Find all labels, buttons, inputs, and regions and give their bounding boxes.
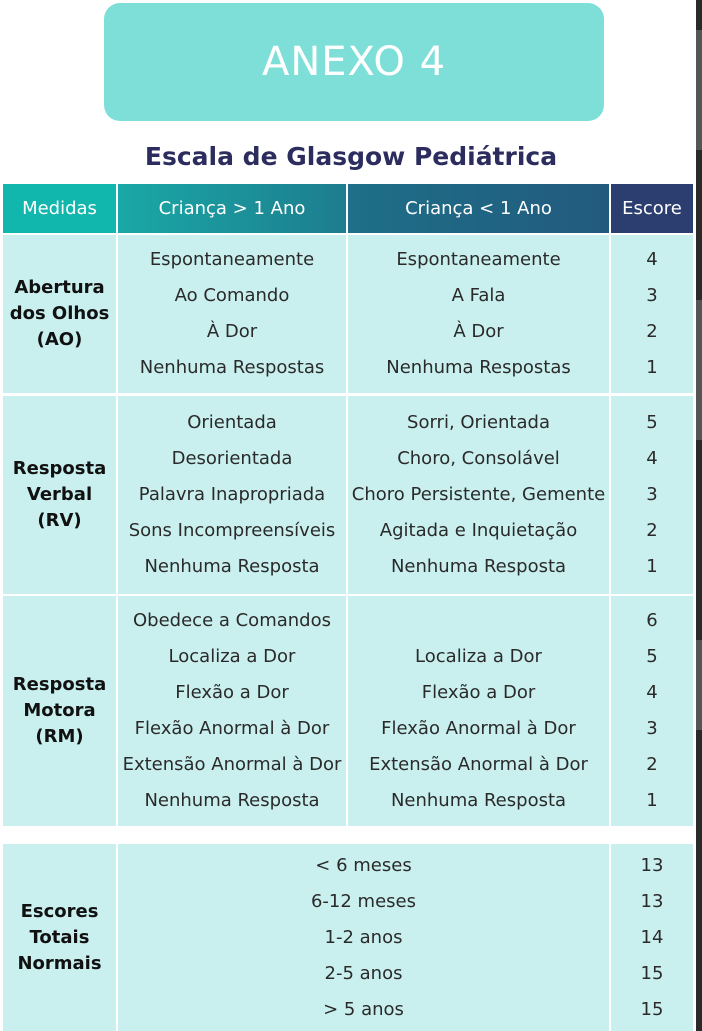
table-cell: Espontaneamente xyxy=(396,249,561,270)
annex-banner: ANEXO 4 xyxy=(104,3,604,121)
label-line: Verbal xyxy=(26,484,93,505)
window-edge xyxy=(696,0,702,1031)
section-label-ao: Abertura dos Olhos (AO) xyxy=(3,235,116,393)
score-cell: 15 xyxy=(640,999,664,1020)
table-cell: Flexão a Dor xyxy=(421,682,536,703)
table-cell: 2-5 anos xyxy=(324,963,403,984)
score-cell: 4 xyxy=(646,682,658,703)
label-line: Resposta xyxy=(12,458,107,479)
section-label-rv: Resposta Verbal (RV) xyxy=(3,396,116,594)
table-cell: Desorientada xyxy=(171,448,293,469)
ao-crianca-menor: Espontaneamente A Fala À Dor Nenhuma Res… xyxy=(348,235,609,393)
annex-title: ANEXO 4 xyxy=(261,39,447,85)
rm-crianca-maior: Obedece a Comandos Localiza a Dor Flexão… xyxy=(118,596,346,826)
ao-crianca-maior: Espontaneamente Ao Comando À Dor Nenhuma… xyxy=(118,235,346,393)
score-cell: 4 xyxy=(646,448,658,469)
table-cell: Choro Persistente, Gemente xyxy=(351,484,606,505)
page-title: Escala de Glasgow Pediátrica xyxy=(144,142,558,171)
rv-crianca-maior: Orientada Desorientada Palavra Inapropri… xyxy=(118,396,346,594)
table-cell: Nenhuma Resposta xyxy=(144,556,320,577)
rm-escore: 6 5 4 3 2 1 xyxy=(611,596,693,826)
header-escore: Escore xyxy=(611,184,693,233)
table-cell: Agitada e Inquietação xyxy=(379,520,578,541)
score-cell: 6 xyxy=(646,610,658,631)
score-cell: 1 xyxy=(646,357,658,378)
score-cell: 1 xyxy=(646,556,658,577)
header-medidas: Medidas xyxy=(3,184,116,233)
label-line: Escores xyxy=(20,900,99,922)
table-cell: Sons Incompreensíveis xyxy=(128,520,336,541)
score-cell: 15 xyxy=(640,963,664,984)
table-cell: > 5 anos xyxy=(323,999,404,1020)
section-label-rm: Resposta Motora (RM) xyxy=(3,596,116,826)
score-cell: 13 xyxy=(640,855,664,876)
table-cell: Flexão Anormal à Dor xyxy=(134,718,330,739)
table-cell: Choro, Consolável xyxy=(397,448,560,469)
table-cell: Nenhuma Resposta xyxy=(390,556,567,577)
score-cell: 5 xyxy=(646,646,658,667)
score-cell: 5 xyxy=(646,412,658,433)
totais-idades: < 6 meses 6-12 meses 1-2 anos 2-5 anos >… xyxy=(118,844,609,1031)
score-cell: 1 xyxy=(646,790,658,811)
ao-escore: 4 3 2 1 xyxy=(611,235,693,393)
score-cell: 3 xyxy=(646,718,658,739)
table-cell: Localiza a Dor xyxy=(168,646,296,667)
label-line: Resposta xyxy=(12,674,107,695)
table-cell: Extensão Anormal à Dor xyxy=(122,754,342,775)
score-cell: 3 xyxy=(646,285,658,306)
header-crianca-maior-1-ano: Criança > 1 Ano xyxy=(118,184,346,233)
table-cell: Palavra Inapropriada xyxy=(138,484,326,505)
table-cell: Nenhuma Respostas xyxy=(139,357,325,378)
table-cell: Flexão a Dor xyxy=(175,682,289,703)
rm-crianca-menor: Localiza a Dor Flexão a Dor Flexão Anorm… xyxy=(348,596,609,826)
score-cell: 2 xyxy=(646,520,658,541)
score-cell: 3 xyxy=(646,484,658,505)
label-line: (RM) xyxy=(35,726,84,747)
rv-escore: 5 4 3 2 1 xyxy=(611,396,693,594)
label-line: dos Olhos xyxy=(9,303,110,324)
label-line: (AO) xyxy=(36,329,83,350)
label-line: Abertura xyxy=(14,277,105,298)
score-cell: 14 xyxy=(640,927,664,948)
table-cell: Ao Comando xyxy=(174,285,290,306)
label-line: Totais xyxy=(29,926,90,948)
totais-escore: 13 13 14 15 15 xyxy=(611,844,693,1031)
table-cell: Sorri, Orientada xyxy=(407,412,550,433)
label-line: Motora xyxy=(23,700,96,721)
table-cell: A Fala xyxy=(451,285,506,306)
score-cell: 2 xyxy=(646,754,658,775)
table-cell: Espontaneamente xyxy=(149,249,315,270)
table-cell: < 6 meses xyxy=(315,855,412,876)
table-cell: Nenhuma Resposta xyxy=(390,790,567,811)
table-cell: Flexão Anormal à Dor xyxy=(381,718,576,739)
table-cell: Nenhuma Resposta xyxy=(144,790,320,811)
table-cell: Orientada xyxy=(187,412,277,433)
table-cell: Localiza a Dor xyxy=(415,646,542,667)
label-line: Normais xyxy=(17,952,102,974)
score-cell: 2 xyxy=(646,321,658,342)
table-cell: À Dor xyxy=(453,321,504,342)
header-crianca-menor-1-ano: Criança < 1 Ano xyxy=(348,184,609,233)
rv-crianca-menor: Sorri, Orientada Choro, Consolável Choro… xyxy=(348,396,609,594)
score-cell: 4 xyxy=(646,249,658,270)
table-cell: 1-2 anos xyxy=(324,927,403,948)
score-cell: 13 xyxy=(640,891,664,912)
table-cell: Nenhuma Respostas xyxy=(386,357,571,378)
label-line: (RV) xyxy=(37,510,82,531)
table-cell: 6-12 meses xyxy=(310,891,416,912)
section-label-totais: Escores Totais Normais xyxy=(3,844,116,1031)
table-cell: Extensão Anormal à Dor xyxy=(369,754,588,775)
table-cell: Obedece a Comandos xyxy=(133,610,331,631)
table-cell: À Dor xyxy=(206,321,258,342)
